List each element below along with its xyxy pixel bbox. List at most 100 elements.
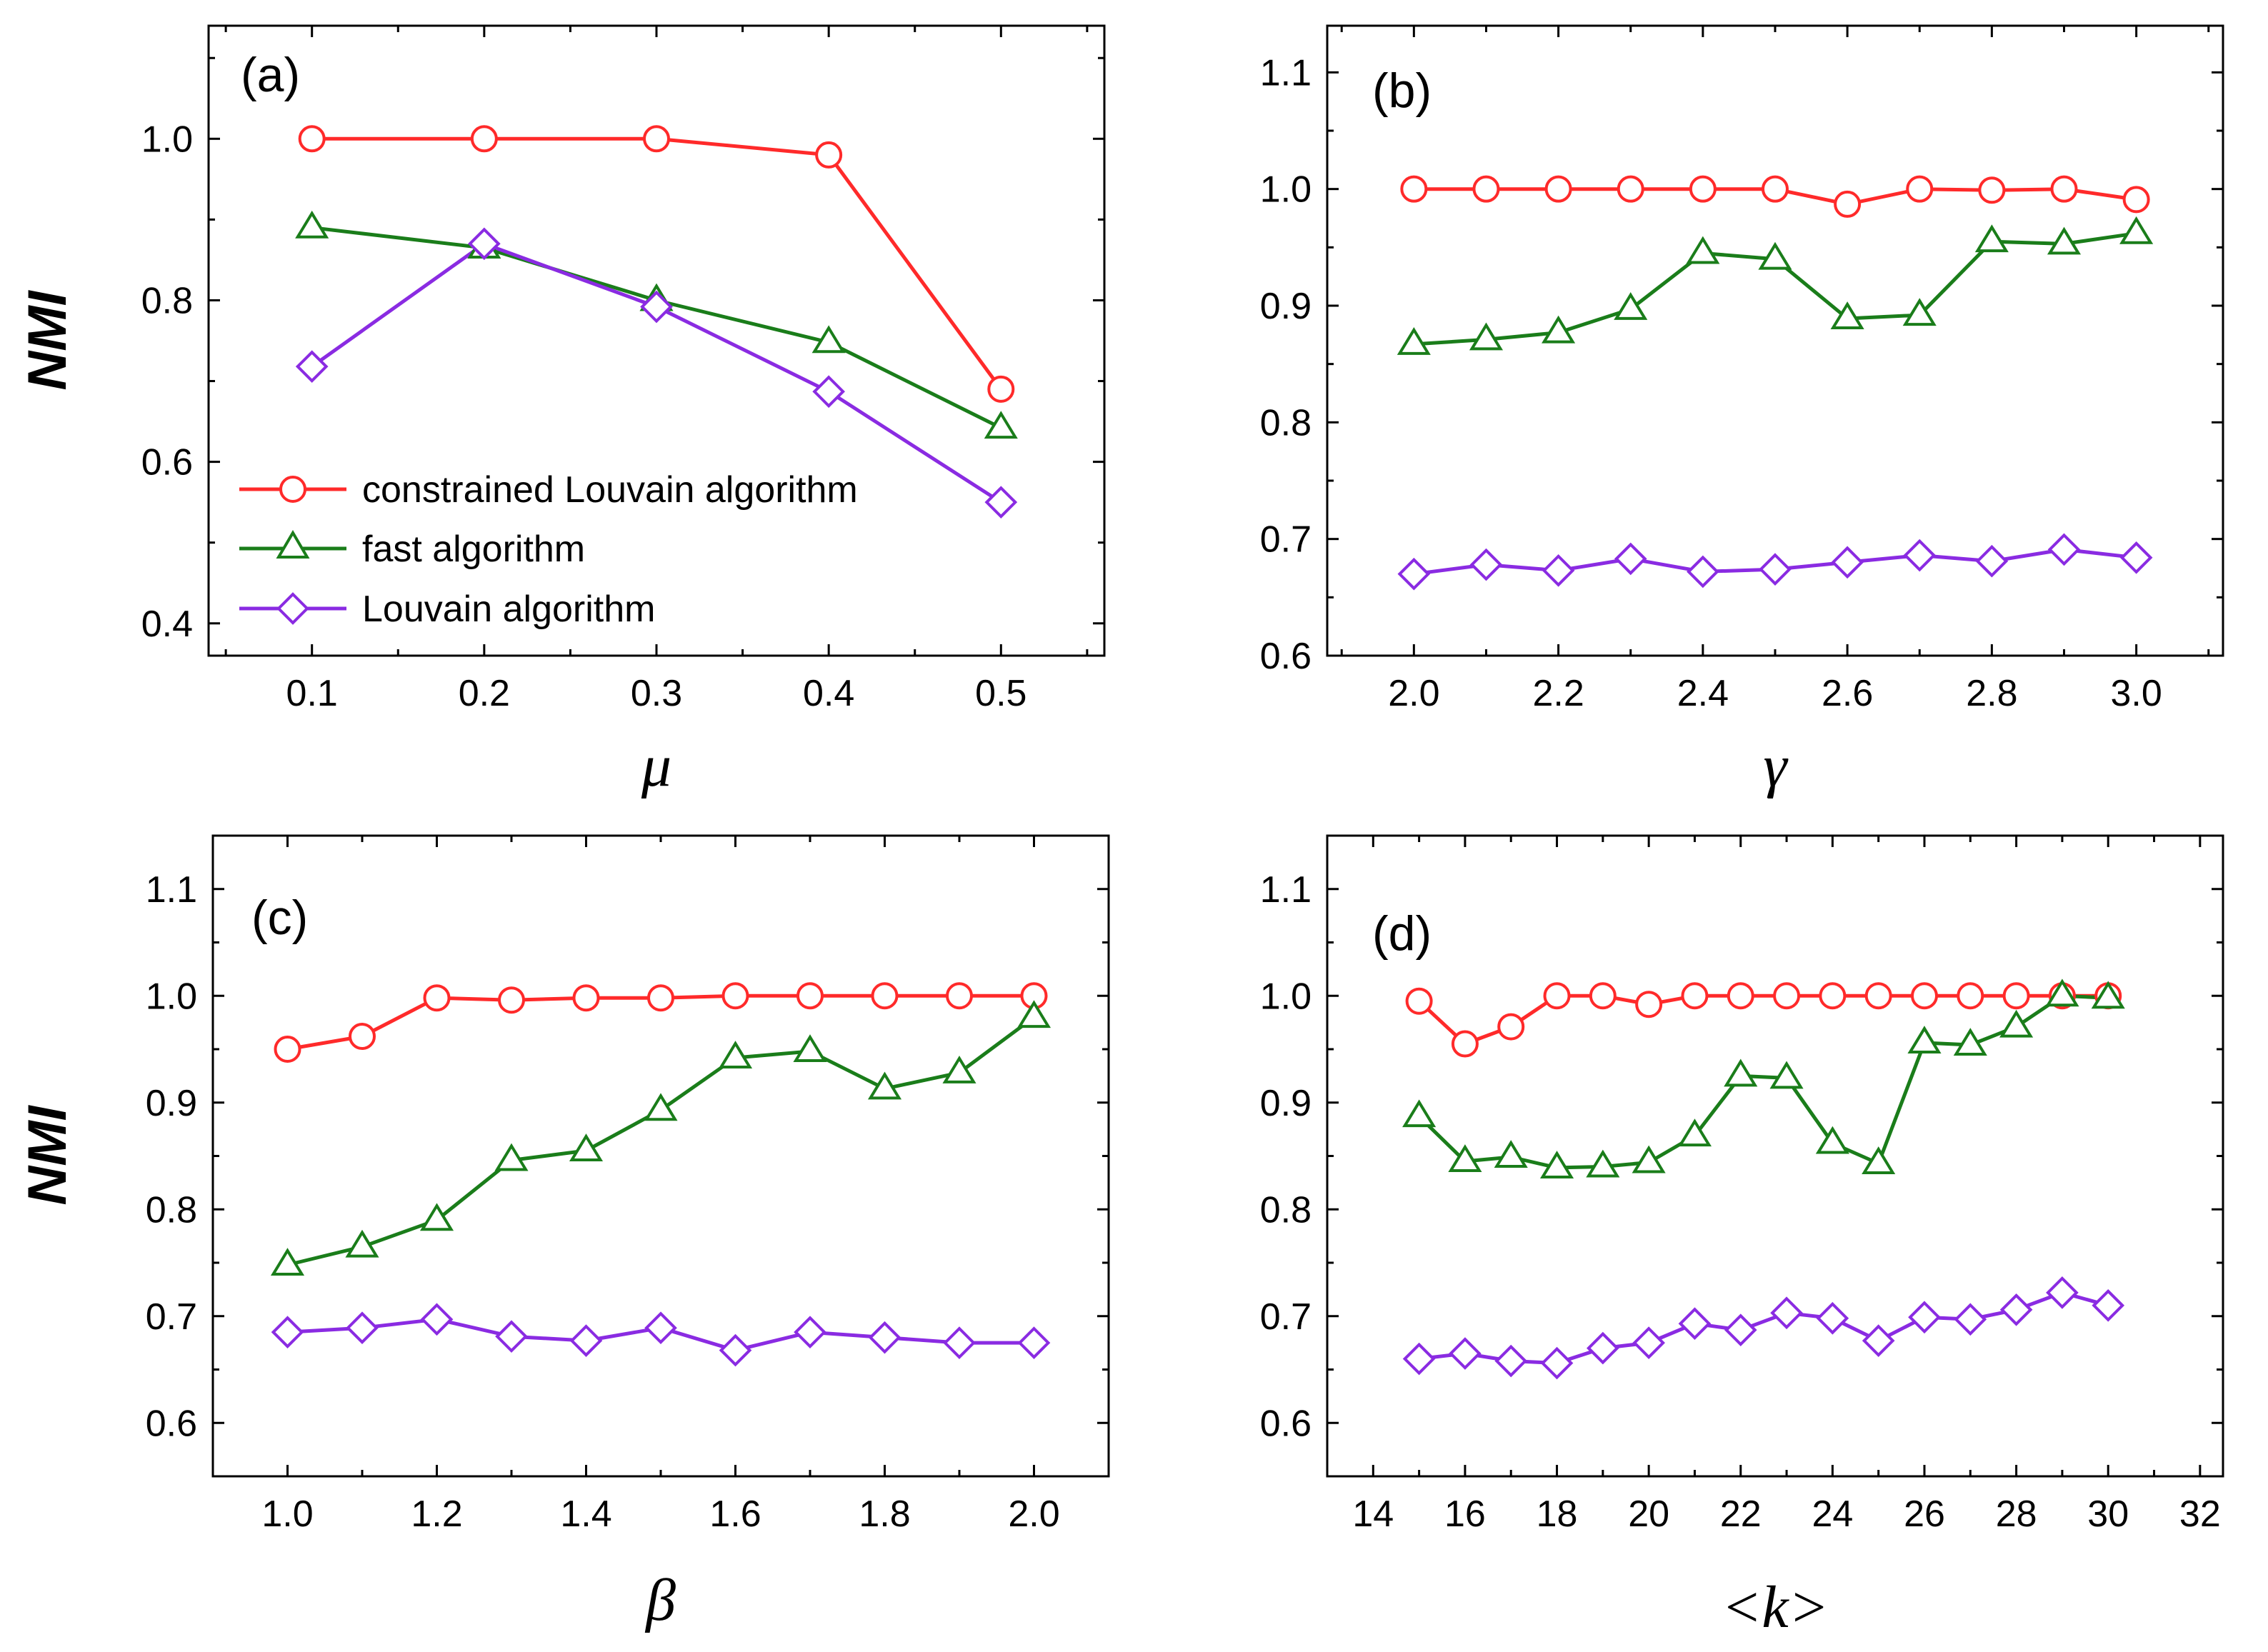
x-tick-label: 1.2: [411, 1493, 462, 1535]
x-tick-label: 2.4: [1677, 673, 1729, 714]
x-tick-label: 0.2: [459, 673, 510, 714]
y-tick-label: 0.7: [1260, 1296, 1312, 1338]
data-point-louvain: [420, 1303, 454, 1336]
data-point-fast: [1614, 292, 1648, 320]
data-point-fast: [644, 1093, 678, 1121]
data-point-louvain: [271, 1316, 304, 1349]
y-axis-title: NMI: [17, 1104, 78, 1205]
x-tick-label: 24: [1812, 1493, 1853, 1535]
data-point-louvain: [1862, 1324, 1895, 1357]
data-point-constrained: [1589, 982, 1617, 1010]
data-point-louvain: [1587, 1331, 1619, 1365]
data-point-louvain: [1469, 548, 1503, 581]
tick-marks: [1326, 836, 2223, 1476]
data-point-louvain: [1678, 1307, 1712, 1341]
data-point-constrained: [643, 125, 670, 153]
data-point-fast: [1016, 1000, 1051, 1028]
data-point-fast: [419, 1203, 454, 1231]
panel-label: (b): [1372, 64, 1432, 118]
x-tick-label: 18: [1537, 1493, 1578, 1535]
panel-label: (c): [251, 891, 308, 945]
plot-frame: [207, 24, 1106, 657]
data-point-louvain: [1908, 1301, 1941, 1334]
data-point-fast: [793, 1034, 827, 1062]
series-line-fast: [311, 226, 1002, 430]
series-line-louvain: [1419, 1291, 2109, 1365]
data-point-fast: [2045, 978, 2079, 1007]
data-point-constrained: [1727, 982, 1754, 1010]
data-point-fast: [1953, 1028, 1987, 1056]
data-point-fast: [1677, 1118, 1712, 1147]
data-point-fast: [2047, 226, 2082, 255]
series-line-constrained: [311, 136, 1003, 391]
data-point-constrained: [498, 986, 525, 1014]
legend-marker-louvain: [276, 592, 309, 625]
data-point-fast: [1632, 1145, 1666, 1173]
x-tick-label: 20: [1628, 1493, 1669, 1535]
panel-a: 0.1 0.2 0.3 0.4 0.5 0.4 0.6 0.8 1.0 (a) μ NMI co…: [17, 24, 1106, 799]
x-tick-label: 1.8: [859, 1493, 910, 1535]
data-point-fast: [494, 1143, 529, 1171]
data-point-constrained: [1911, 982, 1938, 1010]
y-tick-label: 1.0: [146, 976, 197, 1017]
data-point-fast: [984, 411, 1018, 439]
tick-marks: [209, 26, 1104, 656]
data-point-louvain: [1632, 1326, 1665, 1359]
data-point-constrained: [721, 982, 749, 1010]
series-line-fast: [1417, 993, 2109, 1170]
legend-marker-fast: [276, 530, 310, 559]
legend-label-fast: fast algorithm: [362, 529, 585, 570]
data-point-louvain: [2046, 1276, 2079, 1309]
data-point-constrained: [2002, 982, 2030, 1010]
x-tick-label: 32: [2179, 1493, 2221, 1535]
data-point-louvain: [1759, 553, 1792, 586]
series-line-constrained: [1417, 993, 2109, 1046]
data-point-fast: [1542, 315, 1576, 344]
x-tick-label: 26: [1904, 1493, 1945, 1535]
x-axis-title: <k>: [1722, 1574, 1829, 1641]
data-point-constrained: [1681, 982, 1709, 1010]
y-tick-label: 0.7: [1260, 519, 1312, 561]
data-point-constrained: [1864, 982, 1892, 1010]
x-tick-label: 1.0: [261, 1493, 313, 1535]
data-point-constrained: [1543, 982, 1571, 1010]
x-tick-label: 16: [1444, 1493, 1486, 1535]
x-tick-label: 2.0: [1008, 1493, 1059, 1535]
data-point-fast: [811, 325, 846, 354]
x-axis-title: γ: [1763, 733, 1788, 799]
data-point-fast: [270, 1248, 305, 1276]
data-point-fast: [1724, 1058, 1758, 1087]
data-point-constrained: [987, 375, 1015, 403]
data-point-fast: [1769, 1061, 1804, 1089]
plot-area: [1402, 978, 2125, 1380]
y-tick-label: 0.9: [1260, 286, 1312, 327]
data-point-louvain: [1494, 1344, 1528, 1378]
data-point-fast: [1469, 322, 1504, 351]
data-point-fast: [1686, 236, 1720, 264]
x-tick-label: 22: [1720, 1493, 1762, 1535]
data-point-louvain: [644, 1311, 677, 1345]
data-point-constrained: [572, 984, 600, 1012]
y-tick-label: 0.9: [146, 1083, 197, 1124]
data-point-louvain: [295, 350, 329, 384]
y-tick-label: 1.0: [1260, 169, 1312, 211]
data-point-louvain: [984, 486, 1018, 519]
plot-frame: [211, 834, 1110, 1478]
panel-b: 2.0 2.2 2.4 2.6 2.8 3.0 0.6 0.7 0.8 0.9 1.0 1.1 (b)…: [1260, 24, 2224, 799]
data-point-constrained: [423, 984, 451, 1012]
x-tick-label: 30: [2087, 1493, 2129, 1535]
data-point-louvain: [1999, 1293, 2033, 1326]
plot-area: [270, 982, 1051, 1367]
data-point-constrained: [1834, 190, 1862, 218]
data-point-constrained: [470, 125, 498, 153]
data-point-louvain: [719, 1333, 752, 1367]
y-tick-label: 0.7: [146, 1296, 197, 1338]
tick-labels: 14 16 18 20 22 24 26 28 30 32 0.6 0.7 0.8 0.9 1.0 1.1: [1260, 869, 2221, 1535]
data-point-constrained: [1906, 175, 1934, 203]
data-point-constrained: [1762, 175, 1789, 203]
data-point-constrained: [1819, 982, 1847, 1010]
data-point-constrained: [1405, 987, 1433, 1015]
y-tick-label: 1.1: [1260, 869, 1312, 911]
data-point-fast: [2091, 981, 2125, 1009]
y-tick-label: 0.8: [1260, 402, 1312, 444]
